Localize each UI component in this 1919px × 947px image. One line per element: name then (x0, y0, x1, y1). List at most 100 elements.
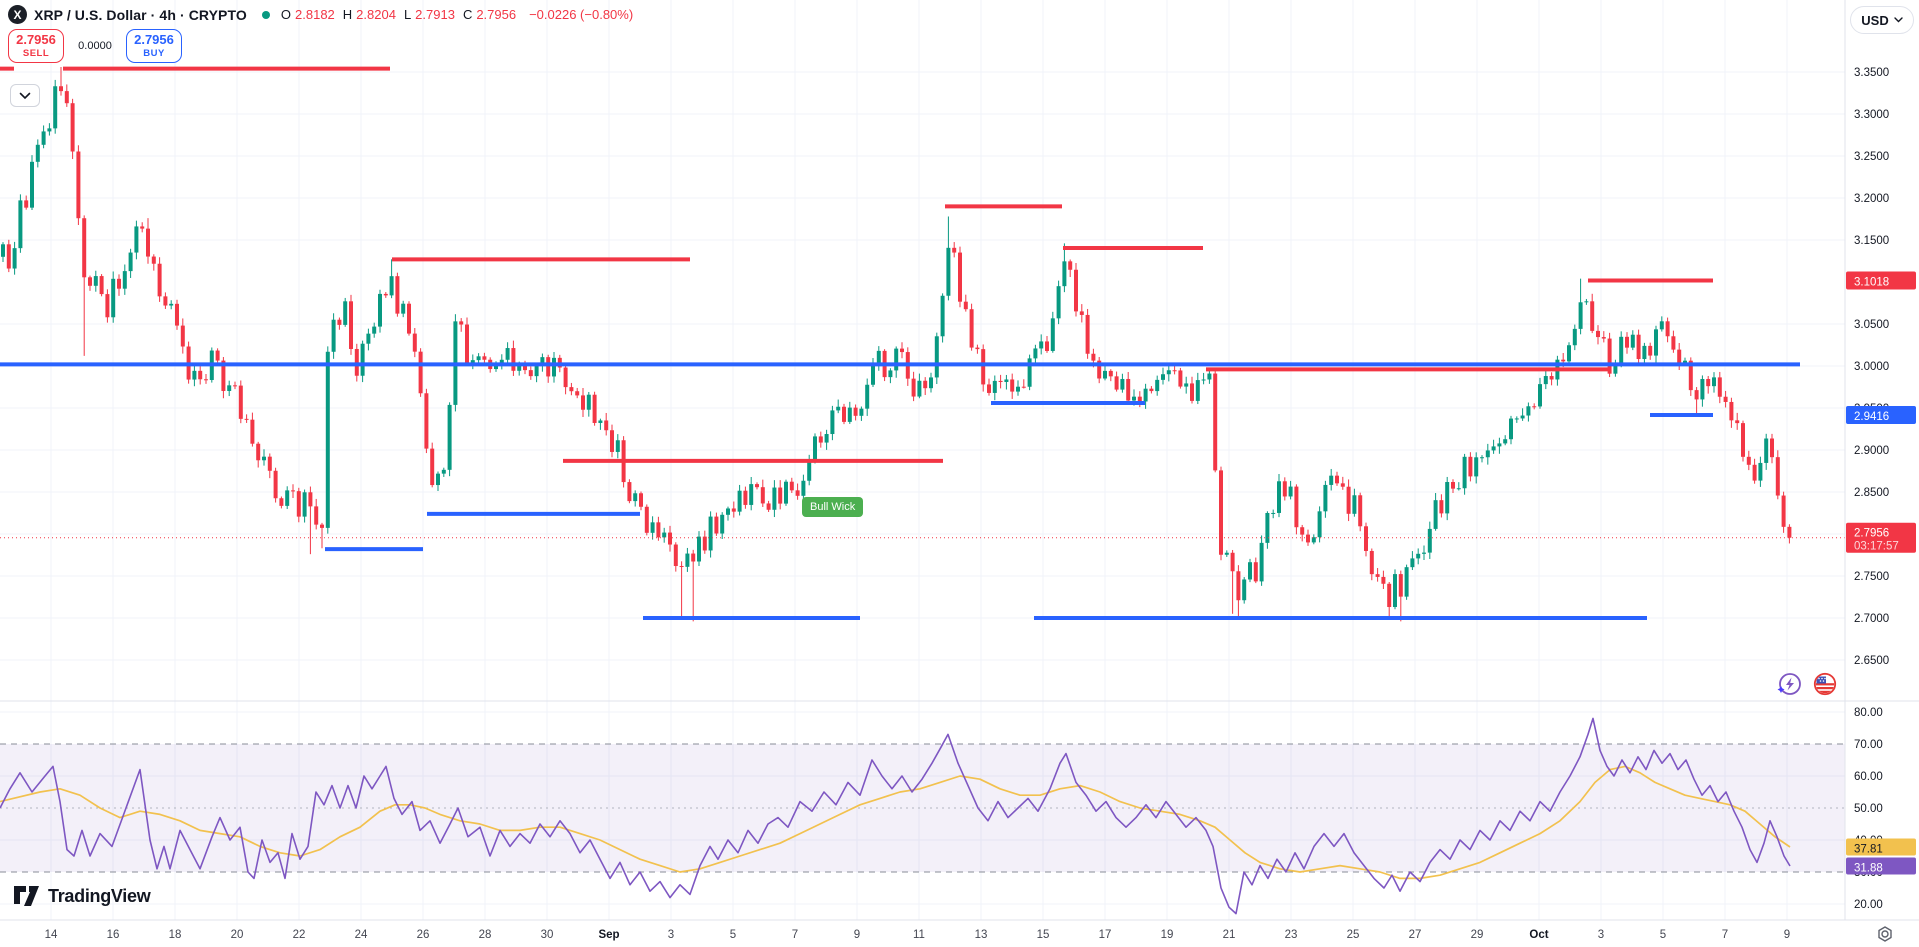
rsi-value-badge-bg (1846, 857, 1916, 875)
candle (1439, 494, 1444, 518)
candle (859, 406, 864, 421)
buy-button[interactable]: 2.7956 BUY (126, 29, 182, 63)
candle-body (412, 333, 417, 352)
ohlc-values: O 2.8182 H 2.8204 L 2.7913 C 2.7956 (281, 7, 520, 22)
price-tick-label: 3.2000 (1854, 193, 1889, 205)
time-axis-panel[interactable] (0, 920, 1919, 947)
candle (395, 272, 400, 317)
time-tick-label: 9 (854, 929, 860, 941)
time-tick-label: 3 (668, 929, 674, 941)
sell-button[interactable]: 2.7956 SELL (8, 29, 64, 63)
candle (586, 391, 591, 417)
xrp-logo-icon[interactable]: X (8, 5, 27, 24)
candle (615, 434, 620, 459)
candle-body (331, 319, 336, 352)
candle (1543, 369, 1548, 390)
candle (1103, 364, 1107, 381)
candle-body (511, 348, 516, 371)
candle-body (418, 351, 423, 394)
candle (459, 318, 464, 332)
candle (1074, 262, 1078, 317)
candle (528, 366, 533, 380)
candle-body (407, 303, 411, 334)
market-status-icon[interactable] (261, 10, 270, 19)
candle (900, 342, 904, 359)
candle (1155, 375, 1160, 396)
candle (737, 484, 742, 516)
candle (1694, 387, 1699, 416)
time-tick-label: 18 (169, 929, 182, 941)
rsi-line (0, 717, 1791, 915)
candle (552, 352, 556, 383)
candle-body (894, 348, 899, 371)
symbol-title[interactable]: XRP / U.S. Dollar · 4h · CRYPTO (34, 6, 247, 23)
candle (575, 387, 580, 399)
candle-body (1729, 401, 1734, 421)
candle (505, 342, 510, 364)
candle-body (1764, 438, 1769, 463)
candle (53, 79, 58, 134)
candle-body (1085, 314, 1090, 354)
candle (789, 477, 794, 493)
candle (175, 299, 179, 330)
bull-wick-annotation[interactable]: Bull Wick (802, 497, 864, 517)
candle (772, 480, 777, 518)
candle-body (360, 343, 365, 376)
candle-body (64, 91, 69, 104)
candle (146, 218, 150, 264)
candle-body (1161, 374, 1165, 380)
candle (894, 346, 899, 378)
candle (1509, 415, 1513, 445)
candle (1178, 367, 1183, 389)
candle-body (563, 367, 568, 388)
candle-body (1561, 359, 1566, 362)
candle-body (192, 370, 197, 380)
candle-body (1607, 338, 1612, 374)
candle (279, 496, 284, 509)
candle (923, 377, 928, 396)
candle (1410, 551, 1415, 571)
candle (1567, 342, 1571, 364)
currency-selector[interactable]: USD (1850, 6, 1914, 34)
candle-body (1503, 439, 1508, 444)
axis-settings-icon[interactable] (1878, 926, 1892, 942)
candle-body (1393, 574, 1397, 608)
candle (673, 542, 678, 572)
candle-body (1317, 511, 1322, 538)
candle (581, 387, 585, 418)
candle-body (702, 536, 707, 551)
price-tick-label: 3.0500 (1854, 319, 1889, 331)
tradingview-logo[interactable]: TradingView (13, 884, 151, 908)
candle (546, 354, 551, 383)
time-tick-label: 21 (1223, 929, 1236, 941)
candle (847, 401, 852, 424)
candle-body (128, 252, 133, 272)
spark-lightning-icon[interactable] (1776, 671, 1802, 697)
candle-body (349, 301, 353, 349)
candle (1236, 565, 1241, 618)
candle (1108, 369, 1113, 382)
candle (981, 344, 986, 392)
candle (569, 382, 574, 396)
candle-body (975, 347, 980, 350)
candle-body (1723, 396, 1728, 402)
us-flag-icon[interactable] (1812, 671, 1838, 697)
candle (1039, 334, 1044, 355)
candle (308, 486, 313, 555)
time-tick-label: 24 (355, 929, 368, 941)
candle-body (1416, 553, 1421, 559)
candle-body (795, 490, 800, 496)
candle (1462, 453, 1467, 495)
candle (888, 368, 893, 384)
candle-body (1630, 334, 1635, 348)
candle (679, 561, 684, 618)
rsi-ma-badge-text: 37.81 (1854, 844, 1883, 856)
collapse-panel-button[interactable] (10, 84, 40, 107)
rsi-tick-label: 80.00 (1854, 707, 1883, 719)
candle-body (1514, 418, 1519, 420)
candle (1253, 557, 1258, 584)
candle (401, 300, 406, 318)
candle-body (244, 418, 249, 420)
price-axis-panel[interactable] (1845, 0, 1919, 947)
